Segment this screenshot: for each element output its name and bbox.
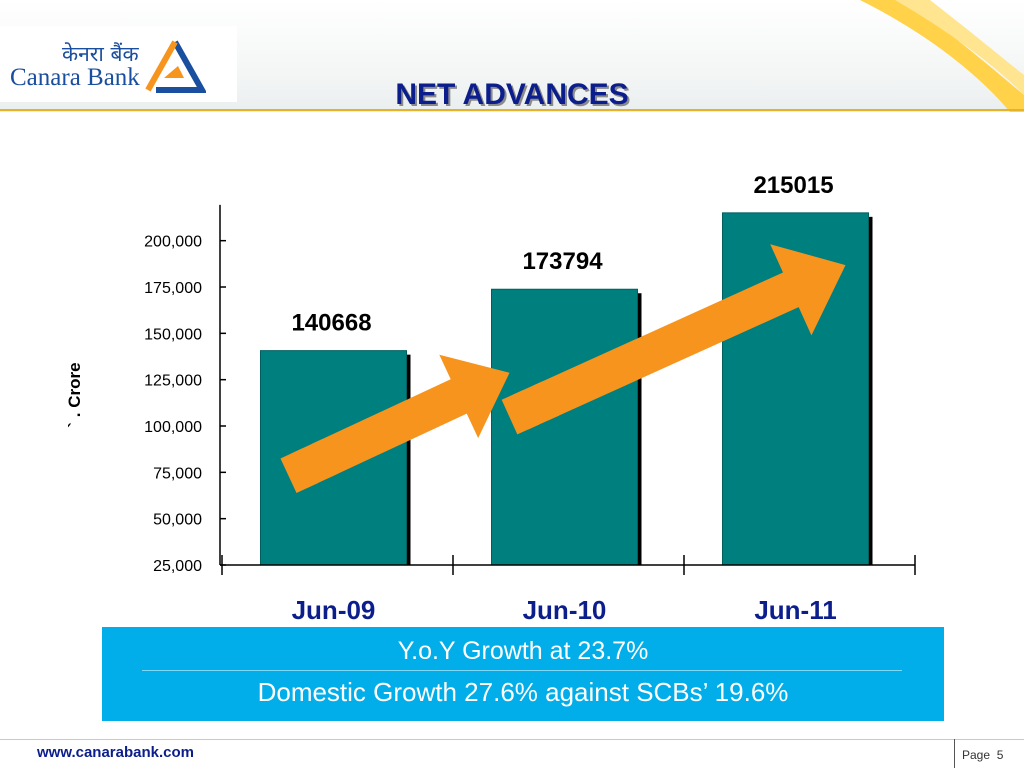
category-label: Jun-09 [292,595,376,625]
footer-separator [954,739,955,768]
arrow-stripe [311,439,339,479]
category-label: Jun-11 [754,595,836,625]
y-tick-label: 75,000 [153,465,202,482]
y-tick-label: 100,000 [144,419,202,436]
logo-english-text: Canara Bank [10,64,140,91]
arrow-stripe [291,448,319,488]
growth-arrow [280,354,510,493]
logo-hindi-text: केनरा बैंक [62,42,139,66]
category-label: Jun-10 [523,595,607,625]
net-advances-chart: 25,000 50,000 75,000 100,000 125,000 150,000 1… [65,172,916,625]
footer-divider [0,739,1024,740]
y-tick-label: 25,000 [153,558,202,575]
data-label: 173794 [522,248,603,275]
data-label: 140668 [291,310,371,337]
yoy-growth-text: Y.o.Y Growth at 23.7% [397,637,649,665]
footer-url[interactable]: www.canarabank.com [37,744,195,761]
canara-logo-icon [145,40,206,93]
growth-summary-box: Y.o.Y Growth at 23.7% Domestic Growth 27… [102,627,944,721]
growth-divider [142,670,902,671]
page-label: Page [962,748,991,762]
page-number: 5 [996,748,1004,762]
bar [491,288,638,566]
data-labels: 140668 173794 215015 [291,172,833,337]
domestic-growth-text: Domestic Growth 27.6% against SCBs’ 19.6… [257,677,789,707]
y-tick-label: 150,000 [144,326,202,343]
growth-arrow [501,244,846,435]
header-swoosh [0,0,1024,112]
y-tick-label: 200,000 [144,234,202,251]
page-title: NET ADVANCES [395,78,629,111]
y-tick-label: 125,000 [144,373,202,390]
y-tick-label: 175,000 [144,280,202,297]
x-axis: Jun-09 Jun-10 Jun-11 [220,555,916,625]
data-label: 215015 [753,172,833,199]
y-tick-label: 50,000 [153,512,202,529]
arrow-stripe [512,389,540,430]
y-axis-label: ` . Crore [65,362,84,427]
page-indicator: Page 5 [962,748,1003,762]
growth-arrows [280,244,846,493]
y-axis: 25,000 50,000 75,000 100,000 125,000 150,000 1… [144,204,226,575]
arrow-stripe [532,380,560,421]
